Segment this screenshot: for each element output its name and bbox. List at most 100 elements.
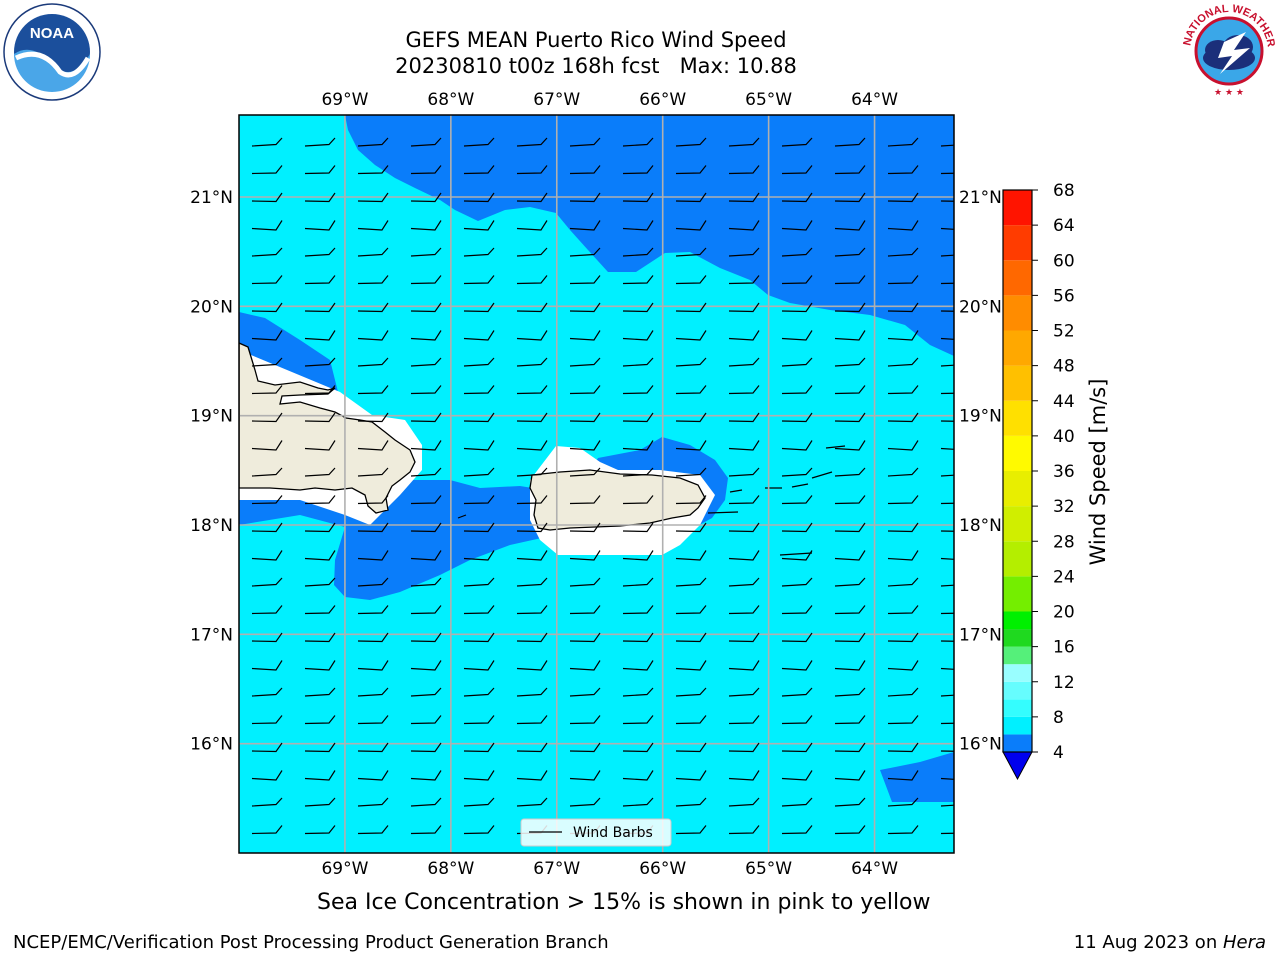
wind-barb-222 [887, 550, 919, 561]
colorbar-bin-19 [1003, 190, 1032, 226]
wind-barb-39 [834, 192, 866, 203]
wind-barb-190 [675, 495, 707, 505]
wind-barb-47 [516, 220, 548, 231]
low-wind-southeast [880, 752, 954, 802]
wind-barb-65 [728, 247, 760, 257]
wind-barb-199 [410, 522, 442, 533]
wind-barb-116 [463, 357, 495, 367]
wind-barb-241 [410, 605, 442, 615]
wind-barb-103 [516, 330, 548, 341]
wind-barb-11 [834, 137, 866, 147]
wind-barb-221 [834, 550, 866, 561]
wind-barb-74 [463, 275, 495, 285]
wind-barb-344 [675, 797, 707, 807]
wind-barb-214 [463, 550, 495, 561]
wind-barb-185 [410, 495, 442, 505]
wind-barb-85 [304, 302, 336, 313]
wind-barb-121 [728, 357, 760, 367]
wind-barb-118 [569, 357, 601, 367]
wind-barb-147 [622, 412, 654, 423]
wind-barb-292 [887, 687, 919, 697]
wind-barb-28 [251, 192, 283, 203]
lat-label-left-3: 18°N [190, 516, 233, 536]
wind-barb-276 [781, 660, 813, 671]
colorbar-bin-14 [1003, 365, 1032, 401]
wind-barb-269 [410, 660, 442, 671]
wind-barb-42 [251, 220, 283, 231]
wind-barb-228 [463, 577, 495, 587]
colorbar-bin-4 [1003, 664, 1032, 682]
wind-barb-240 [357, 605, 389, 615]
wind-barb-27 [940, 172, 954, 175]
wind-barb-60 [463, 247, 495, 257]
wind-barb-159 [516, 440, 548, 451]
colorbar-tick-label-2: 60 [1053, 251, 1075, 271]
map-frame [238, 114, 955, 854]
wind-barb-330 [675, 770, 707, 781]
wind-barb-154 [251, 440, 283, 451]
wind-barb-127 [304, 385, 336, 395]
wind-barb-50 [675, 220, 707, 231]
wind-barb-132 [569, 385, 601, 395]
wind-barb-56 [251, 247, 283, 257]
wind-barb-213 [410, 550, 442, 561]
wind-barb-44 [357, 220, 389, 231]
wind-barb-46 [463, 220, 495, 231]
wind-barb-171 [410, 467, 442, 477]
wind-barb-339 [410, 797, 442, 807]
wind-barb-337 [304, 797, 336, 807]
lat-label-left-0: 21°N [190, 188, 233, 208]
wind-barb-299 [516, 715, 548, 725]
lon-label-bottom-3: 66°W [639, 859, 686, 879]
wind-barb-90 [569, 302, 601, 313]
low-wind-north [345, 115, 954, 356]
wind-barb-202 [569, 522, 601, 533]
colorbar-tick-label-0: 68 [1053, 181, 1075, 201]
wind-barb-195 [940, 502, 954, 505]
wind-barb-193 [834, 495, 866, 505]
wind-barb-301 [622, 715, 654, 725]
lat-label-right-4: 17°N [959, 625, 1002, 645]
wind-barb-122 [781, 357, 813, 367]
wind-barb-93 [728, 302, 760, 313]
wind-barb-223 [940, 557, 954, 560]
wind-barb-9 [728, 137, 760, 147]
wind-barb-262 [781, 632, 813, 643]
wind-barb-161 [622, 440, 654, 451]
wind-barb-334 [887, 770, 919, 781]
wind-barb-200 [463, 522, 495, 533]
wind-barb-319 [834, 742, 866, 753]
lon-label-bottom-4: 65°W [745, 859, 792, 879]
lon-label-top-1: 68°W [427, 90, 474, 110]
wind-barb-170 [357, 467, 389, 477]
wind-barb-174 [569, 467, 601, 477]
wind-barb-295 [304, 715, 336, 725]
wind-barb-107 [728, 330, 760, 341]
wind-barb-353 [410, 825, 442, 835]
wind-barb-321 [940, 750, 954, 752]
wind-barb-267 [304, 660, 336, 671]
wind-barb-346 [781, 797, 813, 807]
colorbar-under-triangle [1002, 751, 1033, 781]
wind-barb-361 [834, 825, 866, 835]
wind-barb-45 [410, 220, 442, 231]
wind-barb-354 [463, 825, 495, 835]
wind-barb-173 [516, 467, 548, 477]
wind-barb-94 [781, 302, 813, 313]
wind-barb-64 [675, 247, 707, 257]
wind-barb-364 [281, 852, 282, 853]
wind-barb-20 [569, 165, 601, 175]
wind-barb-71 [304, 275, 336, 285]
wind-barb-162 [675, 440, 707, 451]
wind-barb-120 [675, 357, 707, 367]
svg-text:★ ★ ★: ★ ★ ★ [1214, 88, 1244, 98]
colorbar-tick-label-4: 52 [1053, 322, 1075, 342]
wind-barb-82 [887, 275, 919, 285]
wind-barb-249 [834, 605, 866, 615]
wind-barb-203 [622, 522, 654, 533]
wind-barb-131 [516, 385, 548, 395]
wind-barb-377 [941, 853, 971, 862]
wind-barb-21 [622, 165, 654, 175]
wind-barb-210 [251, 550, 283, 561]
wind-barb-83 [940, 282, 954, 285]
